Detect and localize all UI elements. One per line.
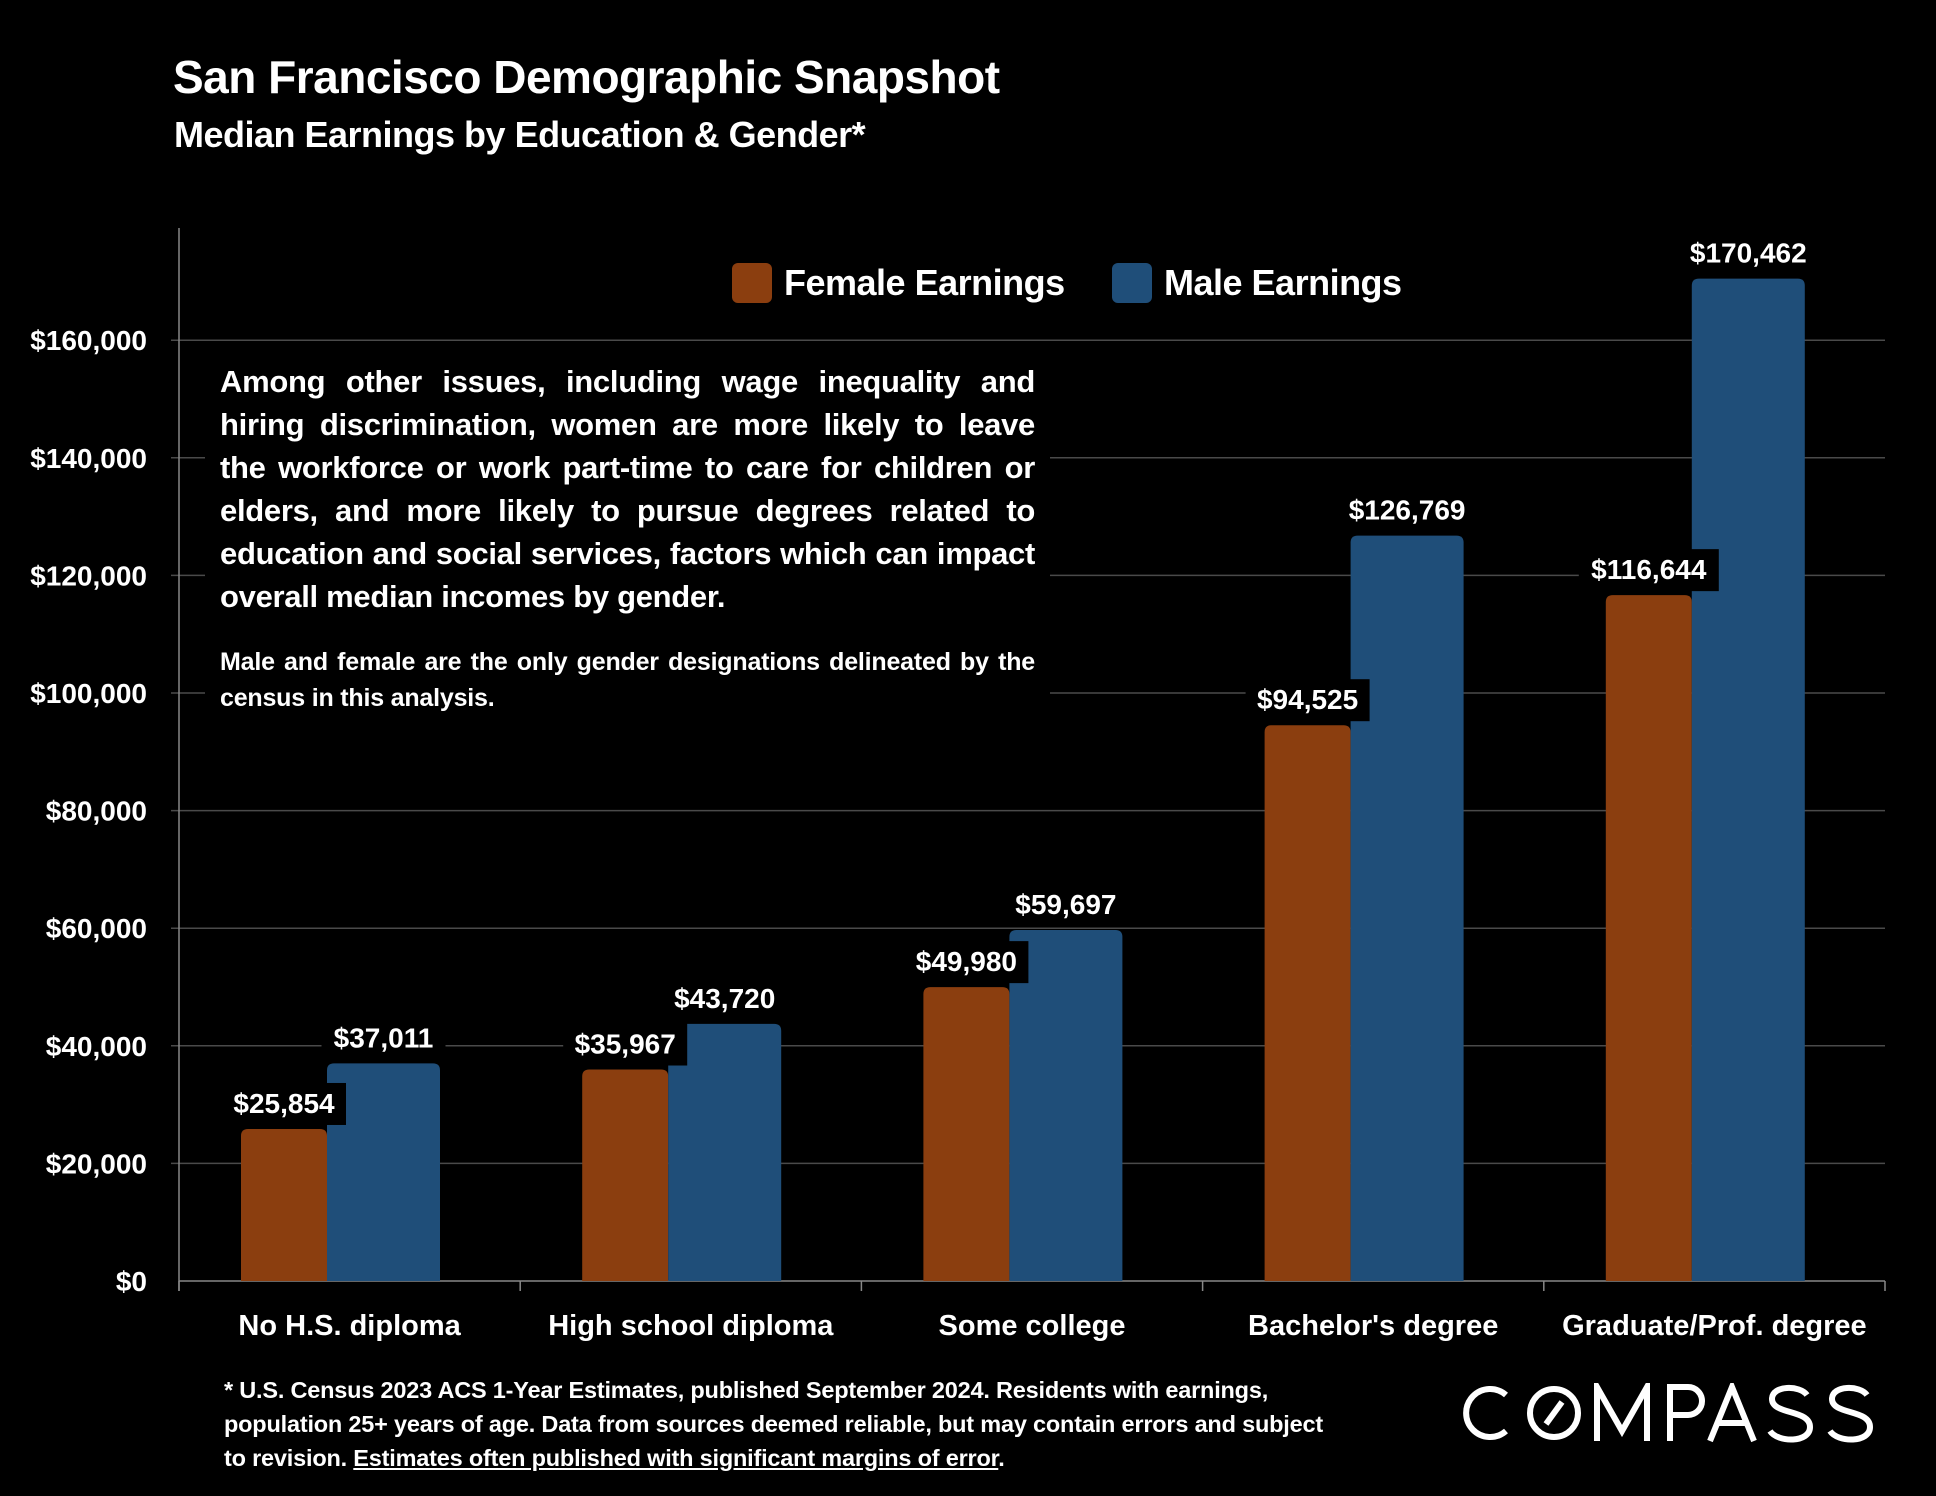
chart-title: San Francisco Demographic Snapshot	[173, 51, 1000, 103]
data-label-female: $25,854	[233, 1088, 335, 1119]
chart-subtitle: Median Earnings by Education & Gender*	[174, 114, 866, 155]
data-label-background	[321, 1017, 446, 1060]
bar-female	[1605, 595, 1692, 1281]
data-label-female: $94,525	[1257, 684, 1358, 715]
data-label-male: $170,462	[1690, 238, 1807, 269]
bar-male	[668, 1023, 782, 1281]
y-tick-label: $120,000	[30, 560, 147, 591]
annotation-disclaimer: Male and female are the only gender desi…	[220, 648, 1035, 712]
bar-male	[1350, 535, 1464, 1281]
y-tick-label: $0	[116, 1266, 147, 1297]
annotation-paragraph: Among other issues, including wage inequ…	[220, 364, 1035, 614]
data-label-background	[904, 941, 1029, 984]
compass-logo	[1462, 1375, 1887, 1448]
data-label-background	[1337, 489, 1478, 532]
y-tick-label: $100,000	[30, 678, 147, 709]
data-label-male: $43,720	[674, 983, 775, 1014]
data-label-background	[222, 1082, 346, 1125]
bar-female	[923, 987, 1010, 1281]
y-tick-label: $40,000	[46, 1031, 147, 1062]
data-label-male: $126,769	[1349, 495, 1466, 526]
data-label-background	[1003, 883, 1128, 926]
bar-male	[327, 1063, 440, 1281]
margins-of-error-link[interactable]: Estimates often published with significa…	[353, 1445, 999, 1471]
data-label-background	[1578, 549, 1719, 592]
x-tick-label: Some college	[939, 1310, 1126, 1342]
bar-male	[1009, 929, 1123, 1281]
x-tick-label: Graduate/Prof. degree	[1562, 1310, 1867, 1342]
bar-male	[1691, 278, 1805, 1281]
x-tick-label: High school diploma	[548, 1310, 834, 1342]
data-label-male: $37,011	[334, 1022, 434, 1053]
x-tick-label: No H.S. diploma	[238, 1310, 461, 1342]
bar-female	[241, 1128, 327, 1281]
y-tick-label: $140,000	[30, 443, 147, 474]
footnote-end: .	[998, 1445, 1005, 1471]
data-label-background	[1245, 679, 1370, 722]
legend-item-male: Male Earnings	[1112, 262, 1402, 304]
data-label-background	[563, 1023, 688, 1066]
data-label-female: $35,967	[575, 1029, 676, 1060]
bar-female	[582, 1069, 669, 1281]
annotation-box: Among other issues, including wage inequ…	[205, 350, 1050, 738]
y-tick-label: $80,000	[46, 796, 147, 827]
legend-label-male: Male Earnings	[1164, 262, 1402, 303]
x-tick-label: Bachelor's degree	[1248, 1310, 1498, 1342]
y-tick-label: $60,000	[46, 913, 147, 944]
footnote-text: * U.S. Census 2023 ACS 1-Year Estimates,…	[224, 1377, 1323, 1471]
y-tick-label: $20,000	[46, 1148, 147, 1179]
legend-label-female: Female Earnings	[784, 262, 1065, 303]
data-label-background	[1678, 232, 1819, 275]
bar-female	[1264, 725, 1351, 1281]
source-footnote: * U.S. Census 2023 ACS 1-Year Estimates,…	[224, 1373, 1324, 1475]
legend-item-female: Female Earnings	[732, 262, 1065, 304]
data-label-female: $49,980	[916, 946, 1017, 977]
legend-swatch-female	[732, 263, 772, 303]
data-label-female: $116,644	[1591, 554, 1707, 585]
data-label-male: $59,697	[1015, 889, 1116, 920]
y-tick-label: $160,000	[30, 325, 147, 356]
data-label-background	[662, 977, 787, 1020]
legend-swatch-male	[1112, 263, 1152, 303]
